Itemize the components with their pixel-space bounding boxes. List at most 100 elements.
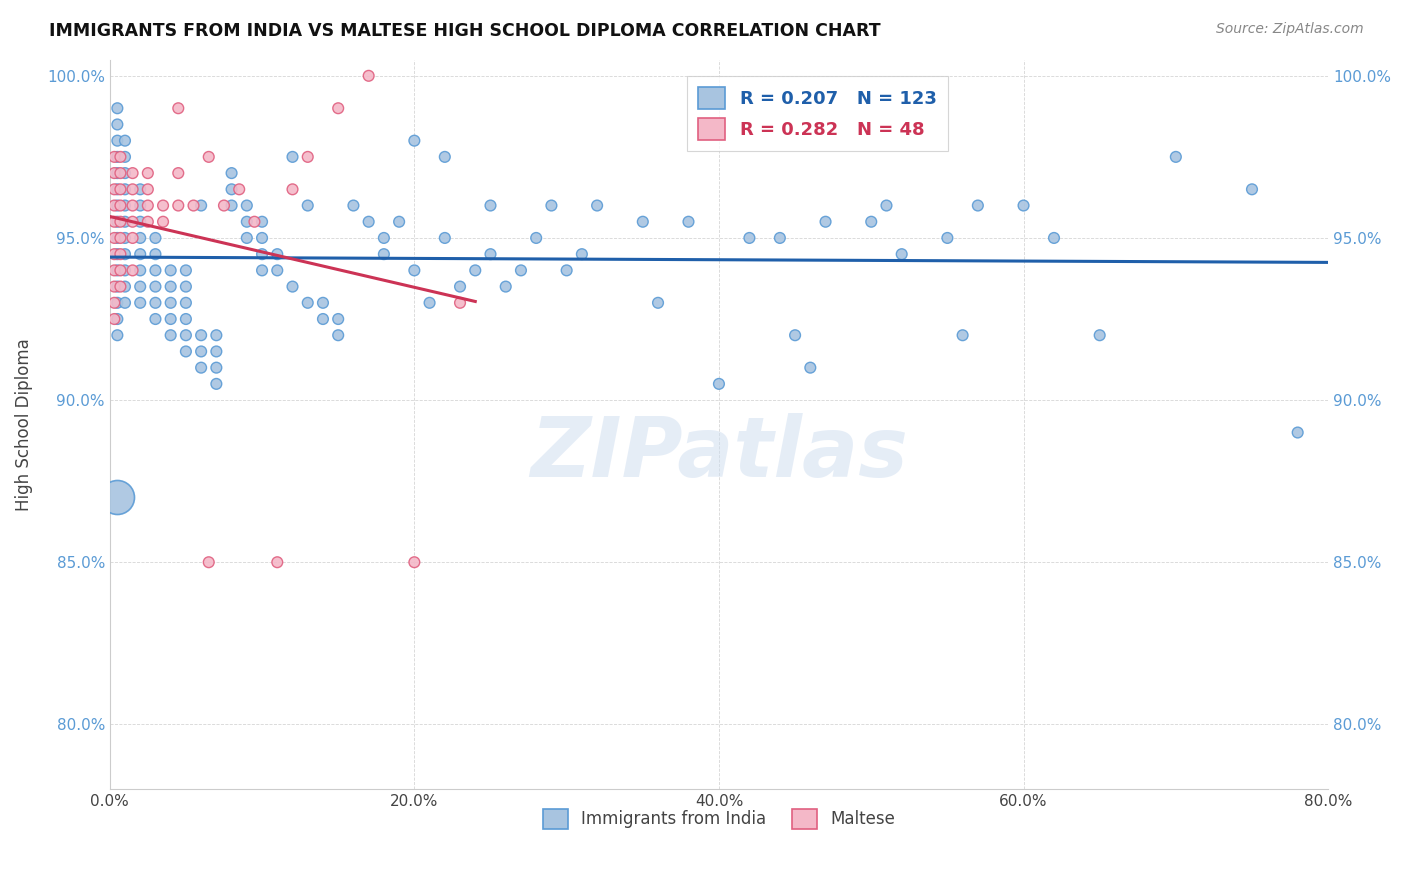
Point [373, 231, 395, 245]
Point [236, 215, 259, 229]
Point [114, 166, 136, 180]
Point [145, 231, 167, 245]
Point [105, 101, 128, 115]
Point [103, 279, 125, 293]
Point [197, 555, 219, 569]
Point [449, 279, 471, 293]
Point [103, 263, 125, 277]
Point [152, 198, 174, 212]
Point [105, 166, 128, 180]
Point [136, 215, 159, 229]
Point [114, 231, 136, 245]
Point [524, 231, 547, 245]
Point [404, 555, 426, 569]
Point [1164, 150, 1187, 164]
Point [479, 198, 502, 212]
Point [159, 263, 181, 277]
Point [114, 215, 136, 229]
Point [404, 134, 426, 148]
Point [205, 360, 228, 375]
Point [174, 344, 197, 359]
Point [190, 328, 212, 343]
Point [121, 231, 143, 245]
Text: ZIPatlas: ZIPatlas [530, 413, 908, 494]
Point [103, 295, 125, 310]
Point [114, 134, 136, 148]
Point [105, 150, 128, 164]
Point [103, 312, 125, 326]
Point [105, 118, 128, 132]
Point [1012, 198, 1035, 212]
Point [136, 198, 159, 212]
Point [205, 376, 228, 391]
Point [221, 166, 243, 180]
Point [197, 150, 219, 164]
Point [221, 198, 243, 212]
Point [103, 215, 125, 229]
Point [110, 279, 132, 293]
Text: Source: ZipAtlas.com: Source: ZipAtlas.com [1216, 22, 1364, 37]
Text: IMMIGRANTS FROM INDIA VS MALTESE HIGH SCHOOL DIPLOMA CORRELATION CHART: IMMIGRANTS FROM INDIA VS MALTESE HIGH SC… [49, 22, 880, 40]
Point [228, 182, 250, 196]
Point [174, 312, 197, 326]
Point [936, 231, 959, 245]
Point [1088, 328, 1111, 343]
Point [145, 312, 167, 326]
Point [159, 295, 181, 310]
Point [136, 166, 159, 180]
Point [105, 312, 128, 326]
Point [121, 166, 143, 180]
Point [129, 182, 152, 196]
Point [555, 263, 578, 277]
Point [510, 263, 533, 277]
Point [105, 198, 128, 212]
Point [129, 279, 152, 293]
Legend: Immigrants from India, Maltese: Immigrants from India, Maltese [537, 802, 901, 836]
Point [1240, 182, 1263, 196]
Point [266, 247, 288, 261]
Point [105, 182, 128, 196]
Point [707, 376, 730, 391]
Point [110, 231, 132, 245]
Point [212, 198, 235, 212]
Point [266, 263, 288, 277]
Point [145, 263, 167, 277]
Point [114, 263, 136, 277]
Point [205, 344, 228, 359]
Point [103, 231, 125, 245]
Point [297, 295, 319, 310]
Point [860, 215, 883, 229]
Point [129, 263, 152, 277]
Point [103, 182, 125, 196]
Point [357, 215, 380, 229]
Point [103, 247, 125, 261]
Point [105, 231, 128, 245]
Point [890, 247, 912, 261]
Point [105, 491, 128, 505]
Point [297, 150, 319, 164]
Point [1286, 425, 1309, 440]
Point [167, 198, 190, 212]
Point [105, 263, 128, 277]
Point [433, 231, 456, 245]
Point [357, 69, 380, 83]
Point [814, 215, 837, 229]
Point [145, 295, 167, 310]
Point [121, 198, 143, 212]
Point [647, 295, 669, 310]
Point [167, 101, 190, 115]
Point [464, 263, 486, 277]
Point [174, 328, 197, 343]
Point [105, 328, 128, 343]
Point [388, 215, 411, 229]
Point [110, 198, 132, 212]
Point [799, 360, 821, 375]
Point [875, 198, 897, 212]
Point [738, 231, 761, 245]
Point [114, 198, 136, 212]
Point [966, 198, 988, 212]
Point [129, 215, 152, 229]
Point [129, 198, 152, 212]
Point [114, 150, 136, 164]
Point [129, 295, 152, 310]
